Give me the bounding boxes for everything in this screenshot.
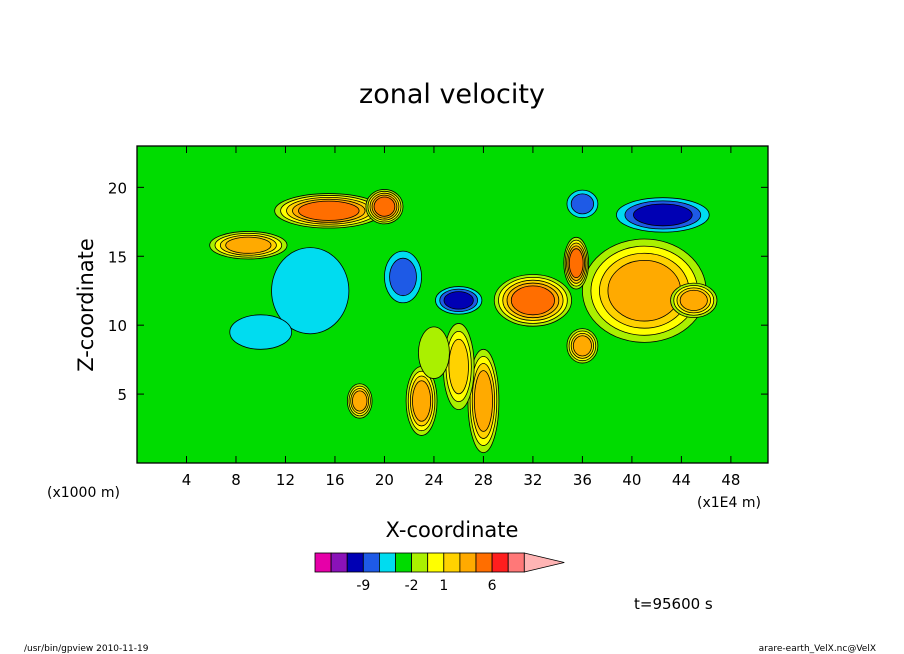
contour-feature-3 (384, 250, 422, 304)
contour-feature-12 (467, 348, 500, 454)
contour-feature-4 (435, 286, 483, 315)
colorbar-swatch-6 (411, 552, 429, 573)
contour-feature-16 (566, 328, 599, 364)
contour-ring (510, 285, 555, 316)
colorbar-swatch-8 (443, 552, 461, 573)
contour-feature-11 (563, 236, 589, 290)
contour-feature-8 (566, 189, 599, 219)
contour-ring (443, 291, 474, 310)
y-tick-label-0: 5 (117, 386, 127, 404)
colorbar-tick-label-3: 6 (488, 578, 497, 594)
colorbar-swatch-5 (395, 552, 413, 573)
contour-feature-5 (271, 247, 350, 335)
x-tick-label-7: 32 (523, 471, 542, 489)
contour-feature-7 (616, 197, 710, 233)
x-tick-label-8: 36 (573, 471, 592, 489)
x-axis-ticks: 4 8 12 16 20 24 28 32 36 40 44 48 (182, 146, 740, 489)
contour-ring (679, 289, 708, 311)
colorbar-swatch-1 (330, 552, 348, 573)
contour-feature-10 (493, 274, 572, 327)
colorbar-arrow (523, 552, 565, 573)
contour-feature-18 (418, 326, 450, 379)
contour-ring (229, 314, 293, 350)
field-layer (209, 189, 718, 454)
contour-feature-15 (346, 383, 373, 419)
contour-ring (570, 193, 595, 215)
contour-feature-17 (670, 282, 718, 318)
colorbar-swatch-10 (475, 552, 493, 573)
colorbar-tick-label-0: -9 (356, 578, 370, 594)
contour-ring (568, 248, 584, 279)
x-tick-label-4: 20 (375, 471, 394, 489)
colorbar-swatch-7 (427, 552, 445, 573)
colorbar-tick-label-1: -2 (405, 578, 419, 594)
footer-right: arare-earth_VelX.nc@VelX (759, 644, 876, 654)
x-tick-label-9: 40 (622, 471, 641, 489)
contour-ring (352, 390, 368, 412)
contour-ring (572, 335, 592, 357)
x-tick-label-1: 8 (231, 471, 241, 489)
contour-ring (271, 247, 350, 335)
contour-feature-1 (365, 189, 404, 225)
colorbar-tick-label-2: 1 (439, 578, 448, 594)
colorbar-swatch-0 (314, 552, 332, 573)
time-label: t=95600 s (634, 595, 713, 613)
x-tick-label-5: 24 (424, 471, 443, 489)
colorbar-swatch-2 (346, 552, 364, 573)
x-axis-label: X-coordinate (386, 518, 519, 542)
contour-ring (298, 200, 360, 221)
contour-feature-0 (274, 193, 384, 229)
contour-feature-14 (405, 366, 438, 436)
contour-ring (448, 338, 469, 395)
contour-feature-6 (229, 314, 293, 350)
chart-title: zonal velocity (359, 79, 545, 110)
contour-ring (373, 196, 396, 217)
contour-ring (412, 380, 432, 422)
x-tick-label-6: 28 (474, 471, 493, 489)
contour-ring (389, 257, 417, 297)
x-tick-label-3: 16 (325, 471, 344, 489)
contour-ring (473, 370, 493, 432)
contour-feature-2 (209, 231, 288, 260)
colorbar-swatch-11 (491, 552, 509, 573)
x-tick-label-10: 44 (672, 471, 691, 489)
x-tick-label-0: 4 (182, 471, 192, 489)
y-tick-label-1: 10 (108, 317, 127, 335)
contour-feature-9 (582, 238, 707, 343)
plot-area (137, 146, 768, 463)
contour-ring (633, 203, 693, 227)
colorbar (314, 552, 565, 573)
y-tick-label-3: 20 (108, 179, 127, 197)
contour-ring (607, 259, 682, 322)
contour-ring (418, 326, 450, 379)
x-tick-label-11: 48 (721, 471, 740, 489)
colorbar-swatch-9 (459, 552, 477, 573)
colorbar-swatch-3 (362, 552, 380, 573)
footer-left: /usr/bin/gpview 2010-11-19 (24, 644, 149, 654)
colorbar-swatch-4 (378, 552, 396, 573)
y-tick-label-2: 15 (108, 248, 127, 266)
y-axis-label: Z-coordinate (74, 238, 98, 372)
y-axis-unit: (x1000 m) (47, 485, 120, 501)
x-axis-unit: (x1E4 m) (697, 495, 761, 511)
colorbar-tick-labels: -9 -2 1 6 (356, 578, 496, 594)
y-axis-ticks: 5 10 15 20 (108, 179, 768, 404)
colorbar-swatch-12 (507, 552, 525, 573)
plot-frame (136, 145, 769, 464)
x-tick-label-2: 12 (276, 471, 295, 489)
contour-feature-13 (442, 323, 475, 410)
contour-ring (225, 236, 272, 254)
